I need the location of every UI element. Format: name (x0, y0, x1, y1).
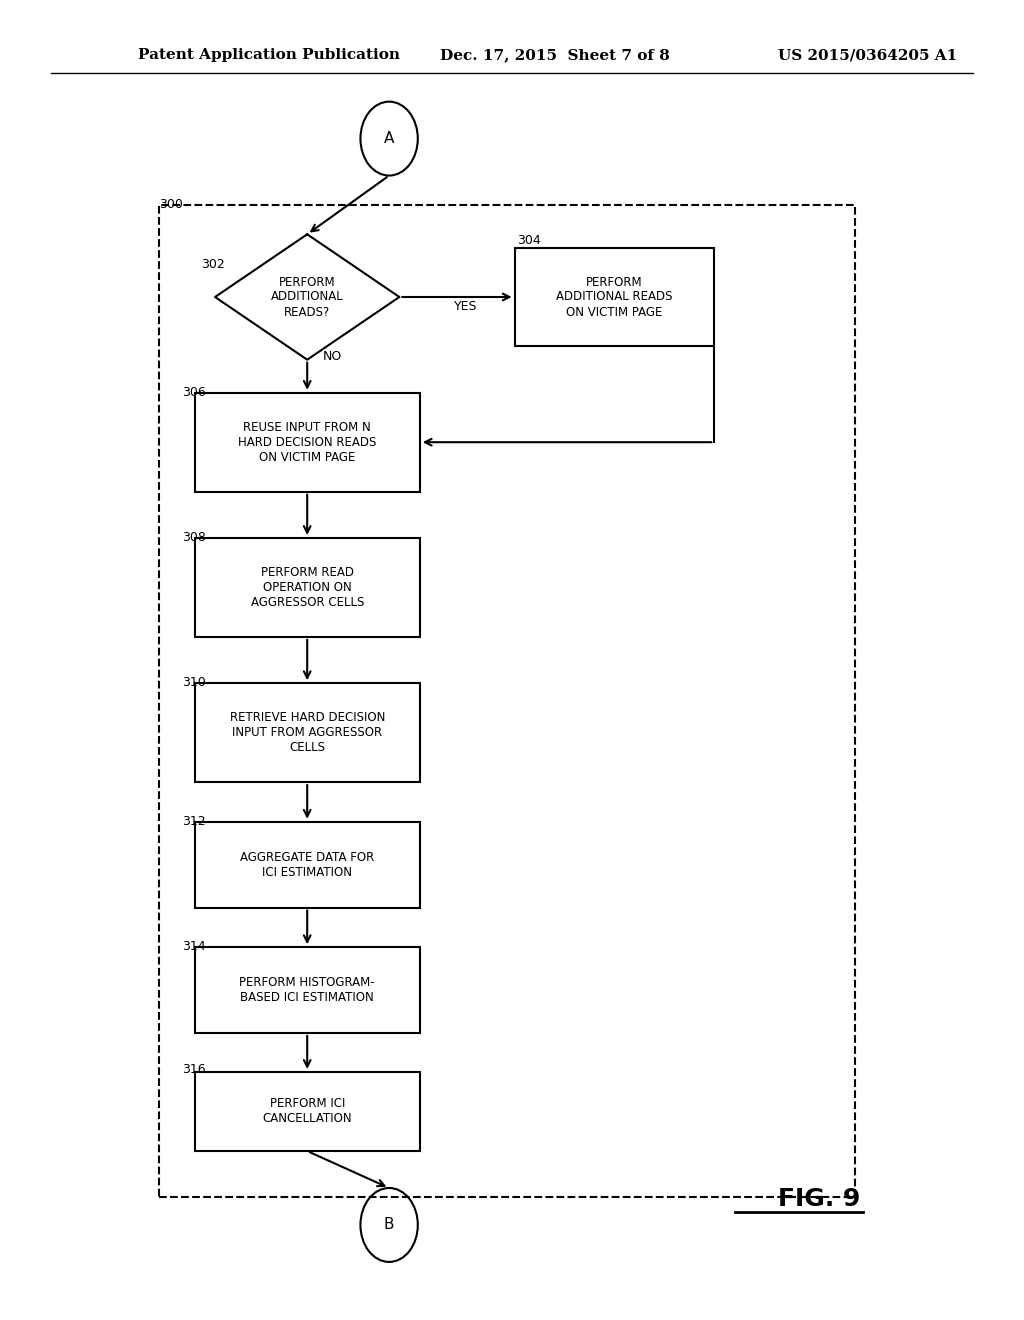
Text: 314: 314 (182, 940, 206, 953)
Text: US 2015/0364205 A1: US 2015/0364205 A1 (778, 49, 957, 62)
Text: Dec. 17, 2015  Sheet 7 of 8: Dec. 17, 2015 Sheet 7 of 8 (440, 49, 670, 62)
Text: PERFORM ICI
CANCELLATION: PERFORM ICI CANCELLATION (262, 1097, 352, 1126)
Text: 312: 312 (182, 814, 206, 828)
Text: 304: 304 (517, 234, 541, 247)
Text: PERFORM READ
OPERATION ON
AGGRESSOR CELLS: PERFORM READ OPERATION ON AGGRESSOR CELL… (251, 566, 364, 609)
Text: REUSE INPUT FROM N
HARD DECISION READS
ON VICTIM PAGE: REUSE INPUT FROM N HARD DECISION READS O… (238, 421, 377, 463)
Text: NO: NO (323, 350, 342, 363)
Text: RETRIEVE HARD DECISION
INPUT FROM AGGRESSOR
CELLS: RETRIEVE HARD DECISION INPUT FROM AGGRES… (229, 711, 385, 754)
Text: 302: 302 (201, 257, 224, 271)
Text: 300: 300 (159, 198, 182, 211)
Text: Patent Application Publication: Patent Application Publication (138, 49, 400, 62)
Text: PERFORM
ADDITIONAL
READS?: PERFORM ADDITIONAL READS? (270, 276, 344, 318)
Text: AGGREGATE DATA FOR
ICI ESTIMATION: AGGREGATE DATA FOR ICI ESTIMATION (240, 850, 375, 879)
Text: PERFORM
ADDITIONAL READS
ON VICTIM PAGE: PERFORM ADDITIONAL READS ON VICTIM PAGE (556, 276, 673, 318)
Text: 306: 306 (182, 385, 206, 399)
Text: YES: YES (455, 300, 477, 313)
Text: PERFORM HISTOGRAM-
BASED ICI ESTIMATION: PERFORM HISTOGRAM- BASED ICI ESTIMATION (240, 975, 375, 1005)
Bar (159, 205, 855, 1197)
Text: A: A (384, 131, 394, 147)
Text: 310: 310 (182, 676, 206, 689)
Text: B: B (384, 1217, 394, 1233)
Text: 316: 316 (182, 1063, 206, 1076)
Text: FIG. 9: FIG. 9 (778, 1187, 860, 1210)
Text: 308: 308 (182, 531, 206, 544)
